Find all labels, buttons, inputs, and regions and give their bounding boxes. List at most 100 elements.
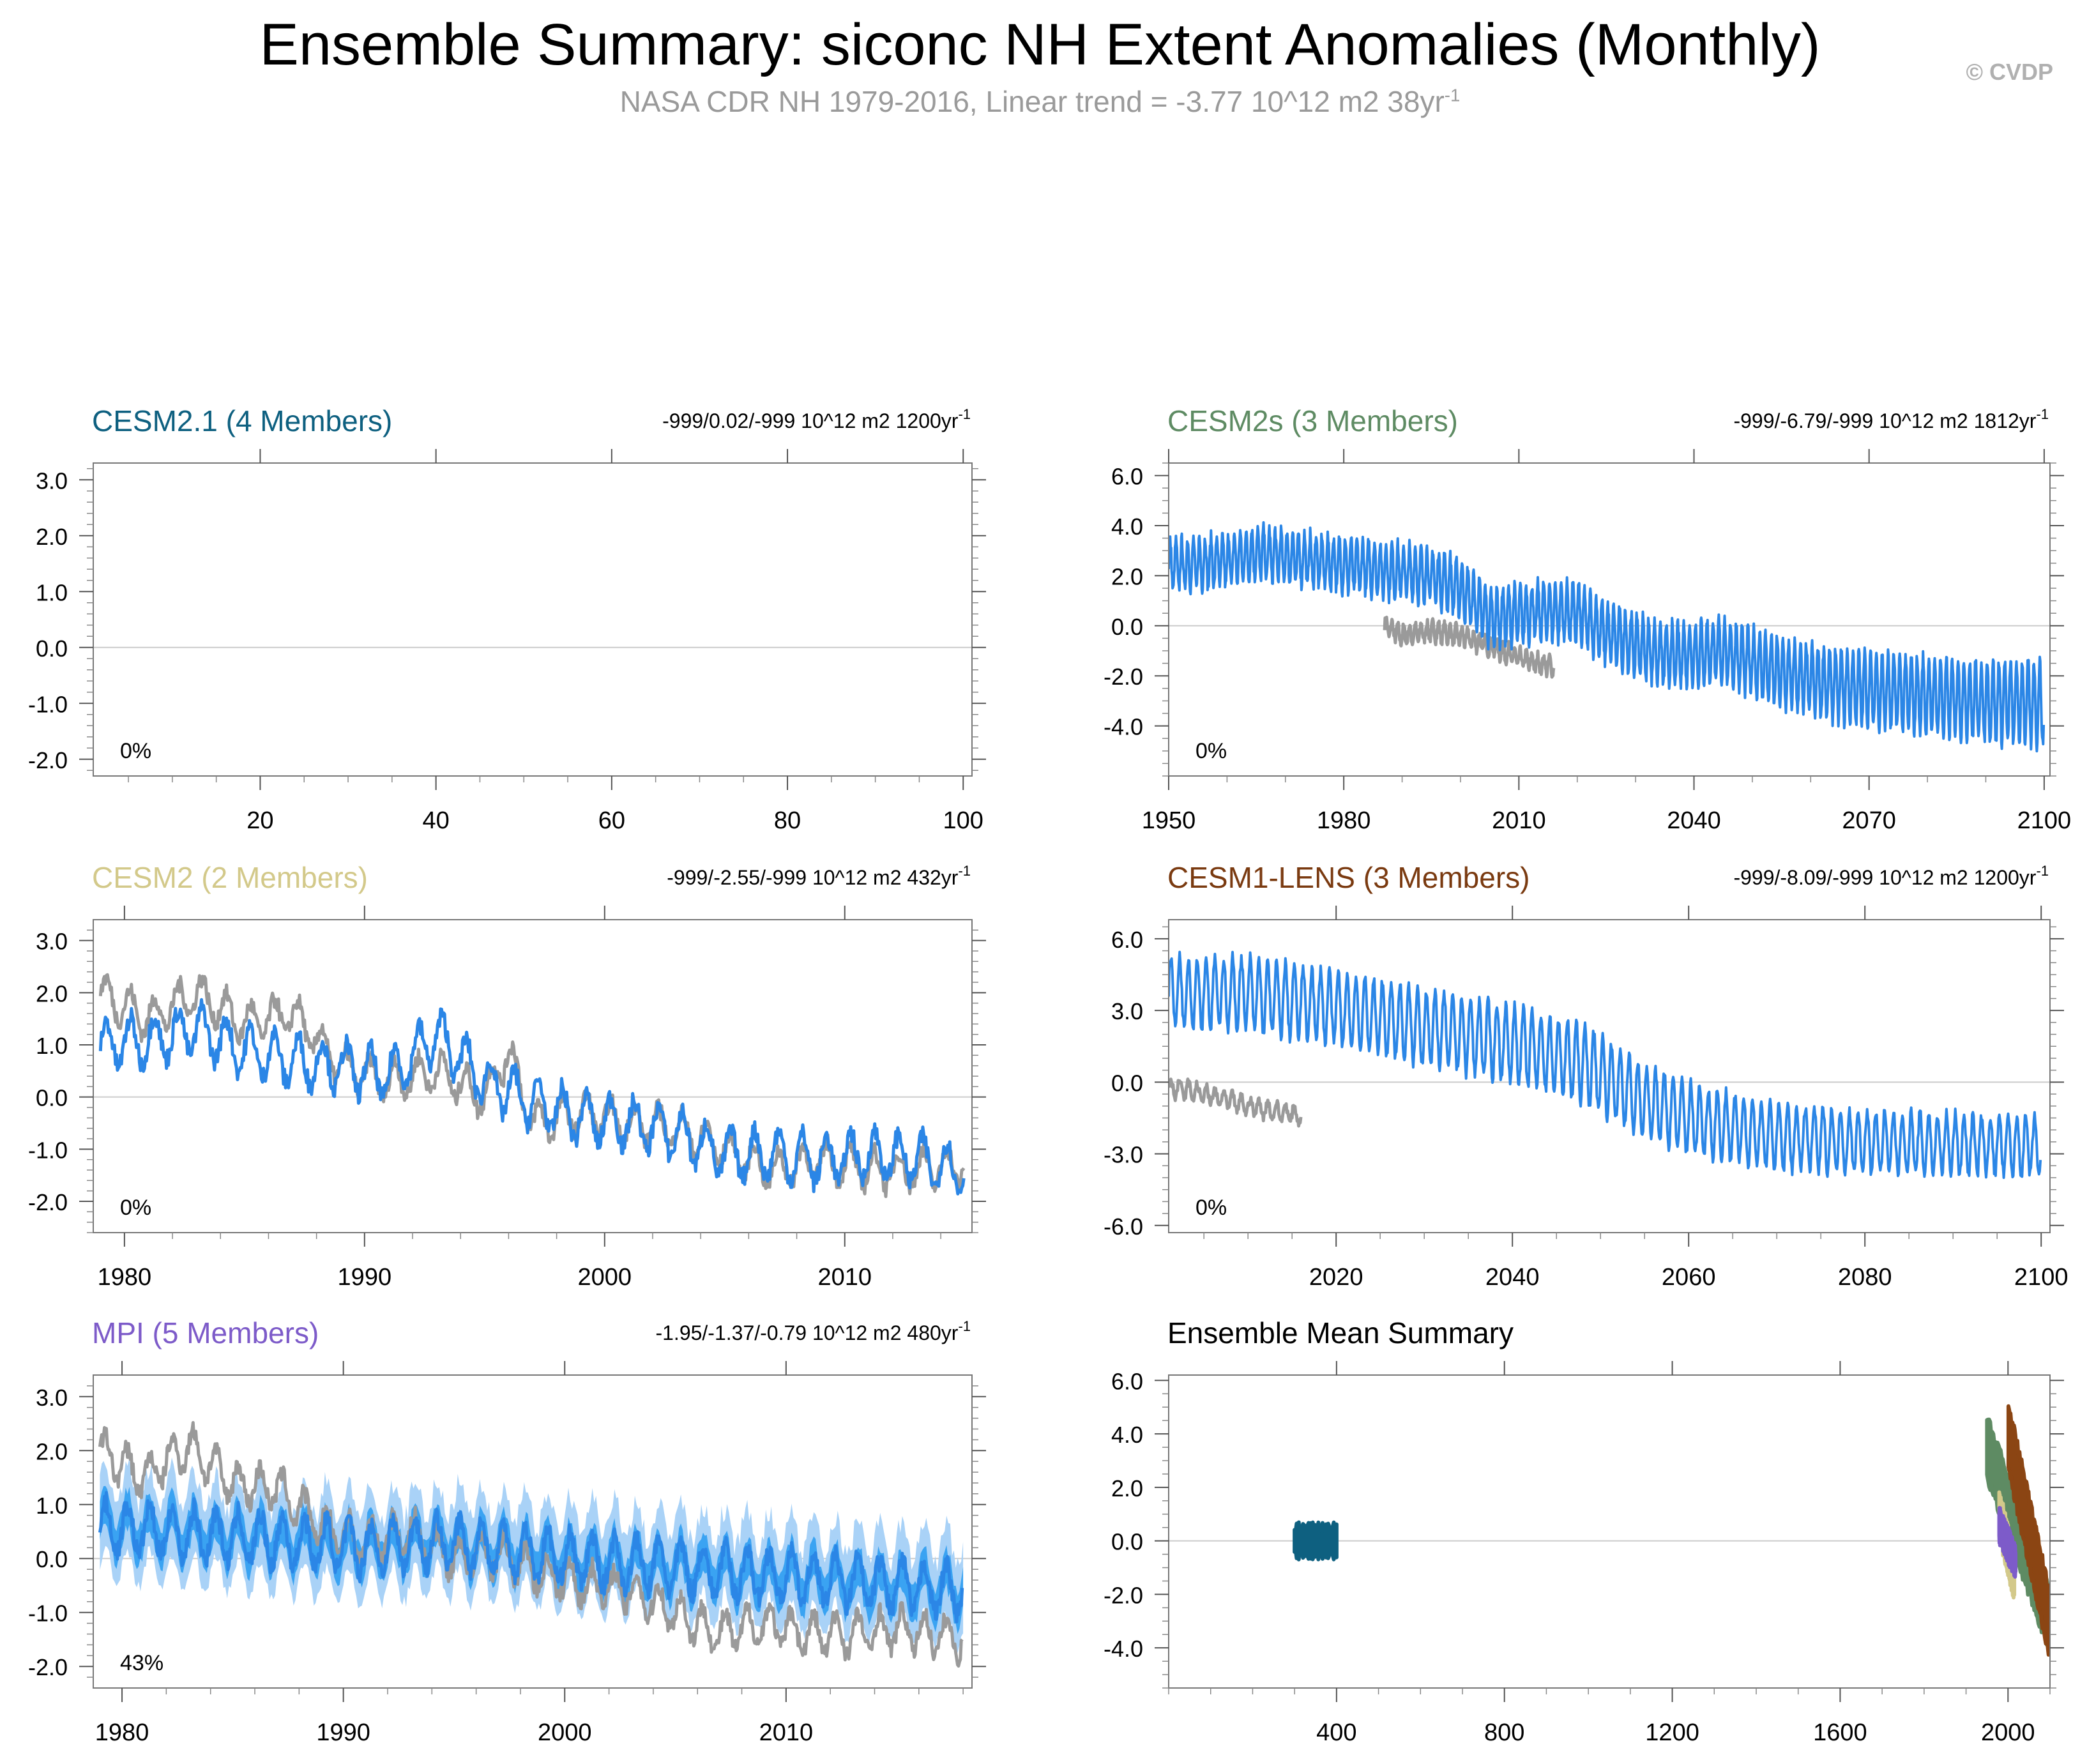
chart-title: CESM2.1 (4 Members): [92, 404, 392, 437]
y-tick-label: 3.0: [36, 929, 68, 955]
chart-stats-text: -999/0.02/-999 10^12 m2 1200yr: [662, 409, 959, 432]
y-tick-label: -3.0: [1104, 1142, 1143, 1168]
chart-cesm1lens: 6.0 3.0 0.0 -3.0 -6.0 2020 2040 2060 2080 2100 CES…: [1104, 861, 2069, 1291]
x-tick-label: 2080: [1838, 1264, 1892, 1291]
y-tick-label: 4.0: [1111, 513, 1143, 540]
chart-stats-text: -999/-2.55/-999 10^12 m2 432yr: [667, 866, 959, 889]
page-title: Ensemble Summary: siconc NH Extent Anoma…: [259, 12, 1821, 77]
ensemble-mean-line: [98, 998, 966, 1196]
y-tick-label: 1.0: [36, 1033, 68, 1059]
chart-stats-superscript: -1: [958, 1318, 971, 1334]
y-tick-label: -2.0: [1104, 1582, 1143, 1608]
x-tick-label: 1950: [1142, 807, 1196, 834]
y-tick-label: -2.0: [28, 747, 68, 773]
y-tick-label: 2.0: [36, 980, 68, 1007]
member-band-cesm2-1: [1293, 1520, 1339, 1562]
chart-stats: -999/-2.55/-999 10^12 m2 432yr-1: [667, 863, 971, 889]
y-tick-label: -1.0: [28, 1137, 68, 1163]
y-tick-label: -2.0: [1104, 664, 1143, 690]
x-tick-label: 2010: [759, 1719, 814, 1746]
x-tick-label: 20: [247, 807, 273, 834]
chart-stats: -1.95/-1.37/-0.79 10^12 m2 480yr-1: [655, 1318, 971, 1344]
y-tick-label: 3.0: [36, 468, 68, 494]
y-tick-label: -6.0: [1104, 1213, 1143, 1240]
chart-title: MPI (5 Members): [92, 1316, 319, 1350]
x-tick-label: 2100: [2017, 807, 2072, 834]
x-tick-label: 800: [1484, 1719, 1524, 1746]
chart-title: Ensemble Mean Summary: [1167, 1316, 1514, 1350]
chart-stats-superscript: -1: [958, 406, 971, 422]
y-tick-label: 2.0: [1111, 1475, 1143, 1502]
chart-title: CESM1-LENS (3 Members): [1167, 861, 1530, 894]
chart-title: CESM2 (2 Members): [92, 861, 368, 894]
chart-stats: -999/0.02/-999 10^12 m2 1200yr-1: [662, 406, 971, 432]
y-tick-label: 6.0: [1111, 1368, 1143, 1394]
plot-frame: [1168, 1374, 2051, 1689]
chart-cesm2s: 6.0 4.0 2.0 0.0 -2.0 -4.0 1950 1980 2010 2040 2070…: [1104, 404, 2071, 834]
member-band-mpi: [1997, 1506, 2018, 1579]
x-tick-label: 2000: [538, 1719, 592, 1746]
subtitle-superscript: -1: [1444, 85, 1461, 105]
chart-stats-text: -999/-8.09/-999 10^12 m2 1200yr: [1733, 866, 2036, 889]
y-tick-label: 2.0: [1111, 563, 1143, 589]
chart-stats: -999/-8.09/-999 10^12 m2 1200yr-1: [1733, 863, 2049, 889]
x-tick-label: 2000: [1981, 1719, 2035, 1746]
y-tick-label: 0.0: [1111, 1070, 1143, 1096]
chart-stats: -999/-6.79/-999 10^12 m2 1812yr-1: [1733, 406, 2049, 432]
x-tick-label: 60: [598, 807, 625, 834]
x-tick-label: 40: [422, 807, 449, 834]
y-tick-label: 0.0: [36, 1546, 68, 1572]
chart-stats-superscript: -1: [2036, 406, 2049, 422]
y-tick-label: 0.0: [36, 635, 68, 662]
chart-stats-superscript: -1: [958, 863, 971, 879]
y-tick-label: 1.0: [36, 1493, 68, 1519]
y-tick-label: -2.0: [28, 1654, 68, 1680]
chart-stats-text: -1.95/-1.37/-0.79 10^12 m2 480yr: [655, 1321, 958, 1344]
x-tick-label: 2010: [817, 1264, 872, 1291]
percent-label: 0%: [1196, 739, 1227, 763]
plot-area-cesm1lens: [1169, 950, 2050, 1179]
x-tick-label: 2040: [1485, 1264, 1540, 1291]
y-tick-label: 0.0: [1111, 1529, 1143, 1555]
ensemble-mean-line: [1169, 950, 2042, 1179]
subtitle-text: NASA CDR NH 1979-2016, Linear trend = -3…: [619, 85, 1445, 118]
y-tick-label: 4.0: [1111, 1422, 1143, 1448]
y-tick-label: 2.0: [36, 524, 68, 550]
percent-label: 0%: [120, 739, 151, 763]
plot-area-mpi: [93, 1421, 972, 1668]
observations-line: [1383, 616, 1556, 679]
plot-frame: [93, 1374, 973, 1689]
x-tick-label: 2070: [1842, 807, 1896, 834]
x-tick-label: 2000: [578, 1264, 632, 1291]
chart-cesm21: 3.0 2.0 1.0 0.0 -1.0 -2.0 20 40 60 80 100 CESM2.1 (…: [28, 404, 986, 834]
page-subtitle: NASA CDR NH 1979-2016, Linear trend = -3…: [0, 84, 2080, 119]
observations-line: [1169, 1077, 1303, 1128]
x-tick-label: 1600: [1813, 1719, 1867, 1746]
plot-frame: [1168, 919, 2051, 1233]
x-tick-label: 80: [774, 807, 801, 834]
y-tick-label: -4.0: [1104, 714, 1143, 740]
member-band-cesm1-lens: [2006, 1404, 2050, 1657]
x-tick-label: 1980: [98, 1264, 152, 1291]
chart-mpi: 3.0 2.0 1.0 0.0 -1.0 -2.0 1980 1990 2000 2010 MPI …: [28, 1316, 986, 1746]
percent-label: 0%: [120, 1196, 151, 1220]
copyright-label: © CVDP: [1966, 59, 2053, 85]
chart-cesm2: 3.0 2.0 1.0 0.0 -1.0 -2.0 1980 1990 2000 2010 CESM…: [28, 861, 986, 1291]
x-tick-label: 100: [943, 807, 983, 834]
y-tick-label: 6.0: [1111, 927, 1143, 953]
x-tick-label: 2010: [1492, 807, 1546, 834]
plot-area-cesm2s: [1169, 521, 2050, 753]
ensemble-mean-line: [98, 1491, 964, 1623]
x-tick-label: 1990: [316, 1719, 370, 1746]
y-tick-label: 3.0: [36, 1385, 68, 1411]
y-tick-label: 1.0: [36, 579, 68, 605]
y-tick-label: 0.0: [1111, 614, 1143, 640]
plot-area-ensmean: [1169, 1404, 2050, 1657]
plot-frame: [1168, 462, 2051, 777]
x-tick-label: 1200: [1645, 1719, 1699, 1746]
chart-ensmean: 6.0 4.0 2.0 0.0 -2.0 -4.0 400 800 1200 1600 2000 En…: [1104, 1316, 2064, 1746]
percent-label: 43%: [120, 1651, 163, 1675]
x-tick-label: 400: [1316, 1719, 1356, 1746]
x-tick-label: 2020: [1309, 1264, 1363, 1291]
